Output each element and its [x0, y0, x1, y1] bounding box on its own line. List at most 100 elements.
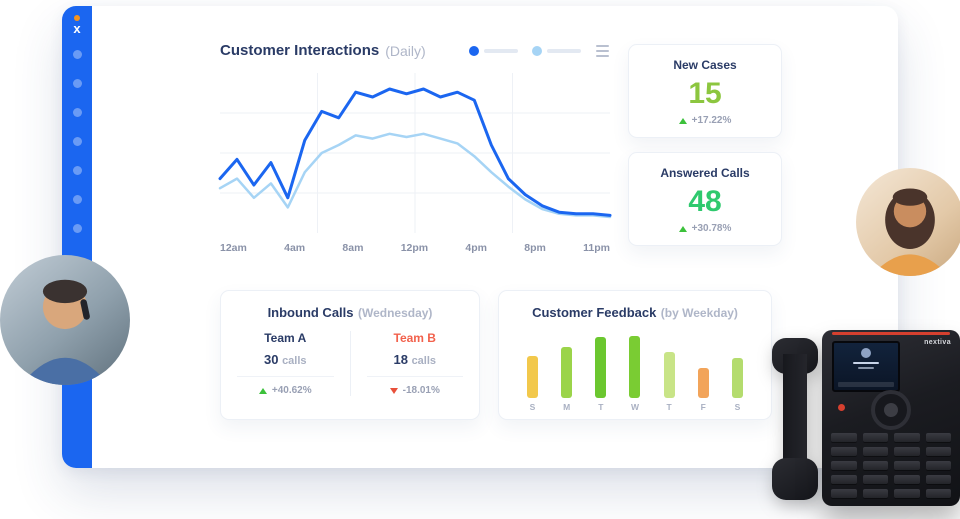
trend-up-icon	[258, 387, 267, 394]
team-change-text: -18.01%	[402, 385, 440, 396]
dashboard-card: x Customer Interactions (Daily)	[62, 6, 898, 468]
phone-red-accent	[832, 332, 950, 335]
customer-feedback-title: Customer Feedback	[532, 305, 657, 320]
sidebar-nav: x	[62, 6, 92, 468]
x-axis-label: 12am	[220, 242, 247, 254]
interactions-panel: Customer Interactions (Daily)	[218, 42, 612, 254]
bar-label: T	[666, 402, 672, 412]
phone-key	[925, 489, 951, 498]
team-change: -18.01%	[351, 385, 480, 396]
customer-feedback-card: Customer Feedback (by Weekday) S M T W T F S	[498, 290, 772, 420]
team-a-column: Team A 30 calls +40.62%	[221, 331, 351, 396]
phone-key	[831, 489, 857, 498]
x-axis-label: 8pm	[524, 242, 546, 254]
phone-key	[925, 461, 951, 470]
team-change: +40.62%	[221, 385, 350, 396]
sidebar-nav-dots	[62, 50, 92, 233]
phone-key	[925, 475, 951, 484]
team-name: Team A	[264, 331, 307, 345]
sidebar-nav-dot[interactable]	[72, 108, 82, 117]
phone-key	[925, 447, 951, 456]
team-value-unit: calls	[411, 355, 437, 367]
team-value-number: 18	[393, 352, 408, 367]
stat-title: New Cases	[673, 58, 737, 72]
phone-key	[894, 461, 920, 470]
phone-key	[862, 461, 888, 470]
x-axis-label: 4am	[284, 242, 306, 254]
logo-dot-icon	[74, 15, 80, 21]
feedback-bar: T	[663, 352, 675, 412]
stat-value: 48	[688, 185, 722, 218]
interactions-title: Customer Interactions	[220, 42, 380, 59]
phone-body: nextiva	[822, 330, 960, 506]
phone-handset	[772, 338, 818, 500]
series-dot-secondary-icon	[532, 45, 542, 56]
screen-avatar	[861, 348, 871, 358]
customer-feedback-subtitle: (by Weekday)	[660, 306, 738, 320]
team-columns: Team A 30 calls +40.62% Team B 18	[221, 331, 479, 396]
feedback-bar: S	[527, 356, 538, 412]
sidebar-nav-dot[interactable]	[72, 224, 82, 233]
sidebar-nav-dot[interactable]	[72, 137, 82, 146]
stat-card-new-cases: New Cases 15 +17.22%	[628, 44, 782, 138]
phone-key	[862, 447, 888, 456]
phone-key	[894, 489, 920, 498]
phone-key	[894, 475, 920, 484]
phone-key	[894, 447, 920, 456]
x-axis-label: 8am	[342, 242, 364, 254]
divider	[366, 376, 463, 377]
screen-text-line	[858, 367, 874, 369]
feedback-bar: T	[595, 337, 607, 412]
phone-brand-label: nextiva	[924, 339, 951, 346]
series-track-primary	[484, 48, 518, 53]
feedback-bar: S	[731, 358, 743, 412]
team-value-number: 30	[263, 352, 279, 367]
sidebar-nav-dot[interactable]	[72, 79, 82, 88]
feedback-bar: M	[561, 347, 573, 412]
bar-label: W	[630, 402, 639, 412]
chart-menu-icon[interactable]	[595, 43, 610, 59]
team-name: Team B	[393, 331, 436, 345]
phone-key	[862, 489, 888, 498]
phone-key	[862, 475, 888, 484]
trend-up-icon	[678, 225, 687, 232]
series-dot-primary-icon	[469, 45, 479, 56]
phone-key	[831, 475, 857, 484]
series-toggle-secondary[interactable]	[532, 45, 581, 56]
bar-label: S	[529, 402, 536, 412]
man-silhouette	[20, 279, 110, 385]
inbound-calls-title: Inbound Calls	[267, 305, 354, 320]
phone-dpad	[871, 390, 911, 430]
sidebar-nav-dot[interactable]	[72, 166, 82, 175]
feedback-bar: W	[629, 336, 641, 412]
trend-up-icon	[678, 117, 687, 124]
stat-change-text: +17.22%	[691, 115, 732, 126]
inbound-calls-card: Inbound Calls (Wednesday) Team A 30 call…	[220, 290, 480, 420]
handset-mouthpiece	[772, 458, 818, 500]
sidebar-nav-dot[interactable]	[72, 50, 82, 59]
trend-down-icon	[389, 387, 398, 394]
series-track-secondary	[547, 48, 581, 53]
feedback-bar: F	[697, 368, 709, 412]
team-value-unit: calls	[282, 355, 307, 367]
phone-key	[925, 433, 951, 442]
phone-key	[831, 447, 857, 456]
bar-label: T	[598, 402, 604, 412]
phone-key	[862, 433, 888, 442]
phone-key	[831, 461, 857, 470]
phone-key	[831, 433, 857, 442]
brand-logo[interactable]: x	[62, 6, 92, 35]
sidebar-nav-dot[interactable]	[72, 195, 82, 204]
x-axis-label: 12pm	[400, 242, 429, 254]
chart-legend	[469, 43, 610, 59]
desk-phone-photo: nextiva	[772, 330, 960, 506]
stat-change: +30.78%	[629, 223, 781, 234]
divider	[237, 376, 334, 377]
inbound-calls-subtitle: (Wednesday)	[357, 306, 433, 320]
bar-label: F	[700, 402, 706, 412]
series-toggle-primary[interactable]	[469, 45, 518, 56]
screen-softkey-bar	[838, 382, 894, 387]
interactions-line-chart	[218, 73, 612, 233]
